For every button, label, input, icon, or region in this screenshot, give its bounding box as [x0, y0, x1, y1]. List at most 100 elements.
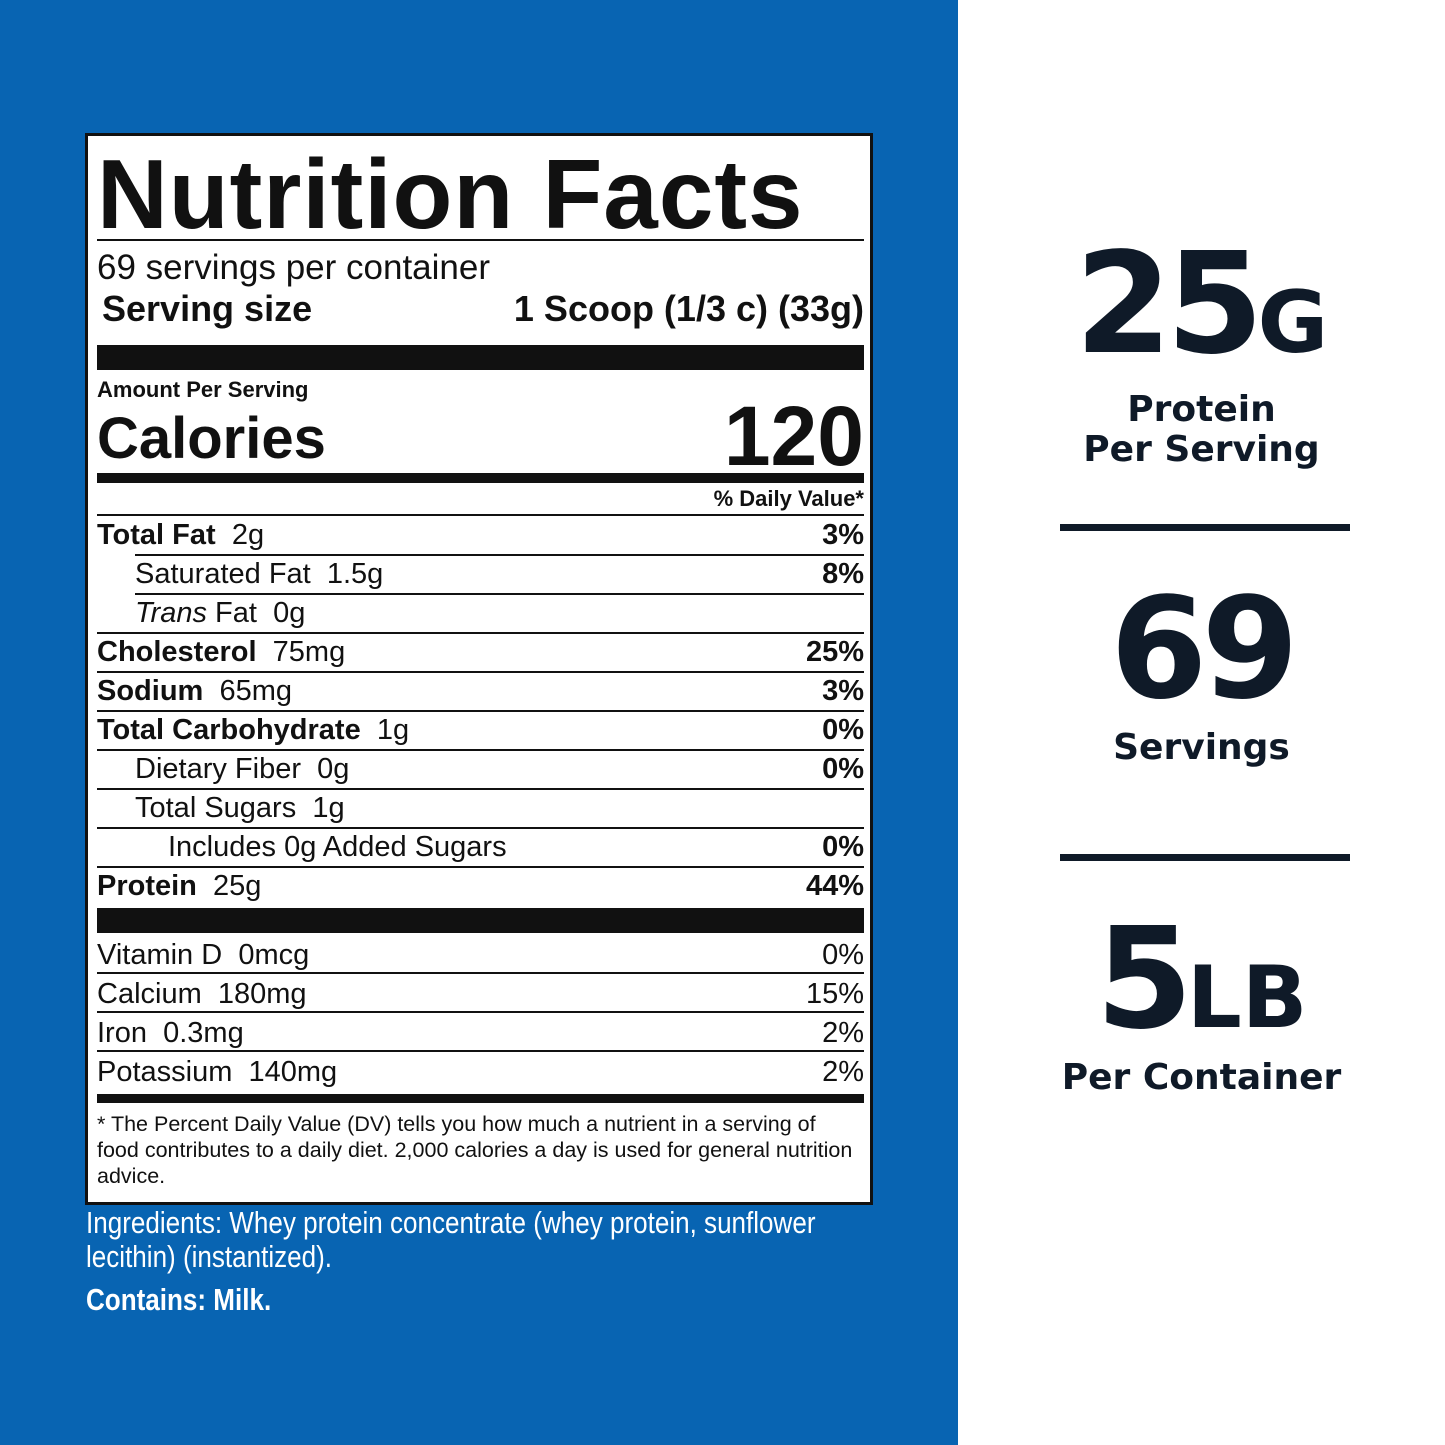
stat-number: 69	[1110, 568, 1299, 731]
nutrient-amount: 75mg	[272, 636, 346, 668]
stat-value: 25G	[958, 235, 1445, 375]
nutrient-row: Protein 25g	[97, 867, 261, 905]
rule	[135, 554, 864, 556]
stat-value: 69	[958, 580, 1445, 720]
vitamin-row: Potassium 140mg	[97, 1053, 337, 1091]
calories-value: 120	[723, 389, 864, 483]
rule	[97, 866, 864, 868]
space	[232, 1056, 248, 1088]
space	[147, 1017, 163, 1049]
nutrient-row: Total Fat 2g	[97, 516, 264, 554]
rule	[97, 972, 864, 974]
stat-number: 5	[1095, 898, 1193, 1061]
thick-bar	[97, 908, 864, 933]
stat-number: 25	[1074, 223, 1264, 386]
rule	[97, 710, 864, 712]
dv-header: % Daily Value*	[713, 486, 864, 511]
nutrient-name: Total Carbohydrate	[97, 714, 361, 746]
nutrient-dv: 0%	[822, 753, 864, 785]
space	[257, 597, 273, 629]
vitamin-amount: 0mcg	[238, 939, 310, 971]
nutrient-dv: 3%	[822, 519, 864, 551]
vitamin-name: Potassium	[97, 1056, 233, 1088]
nutrient-dv: 3%	[822, 675, 864, 707]
nutrient-name: Saturated Fat	[135, 558, 311, 590]
vitamin-name: Calcium	[97, 978, 202, 1010]
nutrient-row: Total Carbohydrate 1g	[97, 711, 409, 749]
stat-caption-line: Per Container	[1061, 1057, 1342, 1098]
nutrient-amount: 0g	[273, 597, 306, 629]
space	[361, 714, 377, 746]
space	[216, 519, 232, 551]
nutrient-name: Cholesterol	[97, 636, 257, 668]
servings: 69 servings per container	[97, 248, 490, 287]
nutrient-dv: 25%	[805, 636, 864, 668]
rule	[97, 514, 864, 516]
nutrient-dv: 44%	[805, 870, 864, 902]
vitamin-dv: 15%	[805, 978, 864, 1010]
vitamin-amount: 0.3mg	[163, 1017, 244, 1049]
rule	[97, 671, 864, 673]
nutrient-row: Includes 0g Added Sugars	[168, 828, 507, 866]
stat-caption-line: Per Serving	[1083, 429, 1320, 470]
space	[311, 558, 327, 590]
space	[257, 636, 273, 668]
space	[296, 792, 312, 824]
nutrient-dv: 0%	[822, 831, 864, 863]
stat-caption: Per Container	[958, 1058, 1445, 1098]
vitamin-dv: 2%	[822, 1017, 864, 1049]
vitamin-dv: 0%	[822, 939, 864, 971]
nutrient-name: Sodium	[97, 675, 204, 707]
rule	[97, 239, 864, 241]
space	[207, 597, 215, 629]
nutrient-amount: 1.5g	[326, 558, 384, 590]
vitamin-row: Calcium 180mg	[97, 975, 307, 1013]
nutrient-name: Total Sugars	[135, 792, 297, 824]
rule	[97, 788, 864, 790]
nutrient-amount: 25g	[213, 870, 262, 902]
nutrient-row: Total Sugars 1g	[135, 789, 345, 827]
nutrient-amount: 1g	[376, 714, 410, 746]
stat-unit: LB	[1187, 948, 1308, 1048]
space	[301, 753, 317, 785]
space	[202, 978, 218, 1010]
nutrition-label	[85, 133, 873, 1205]
rule	[97, 827, 864, 829]
nutrient-amount: 0g	[317, 753, 350, 785]
nutrient-name: Dietary Fiber	[135, 753, 301, 785]
vitamin-dv: 2%	[822, 1056, 864, 1088]
thick-bar	[97, 345, 864, 370]
vitamin-name: Vitamin D	[97, 939, 223, 971]
stat-value: 5LB	[958, 910, 1445, 1050]
nutrient-row: Saturated Fat 1.5g	[135, 555, 383, 593]
serving-size-label: Serving size	[102, 288, 313, 329]
separator	[1060, 524, 1350, 531]
nutrient-row: Dietary Fiber 0g	[135, 750, 349, 788]
nutrient-name: Total Fat	[97, 519, 216, 551]
vitamin-name: Iron	[97, 1017, 147, 1049]
vitamin-amount: 140mg	[248, 1056, 338, 1088]
space	[197, 870, 213, 902]
space	[203, 675, 219, 707]
serving-size-value: 1 Scoop (1/3 c) (33g)	[513, 288, 864, 329]
rule	[135, 593, 864, 595]
separator	[1060, 854, 1350, 861]
rule	[97, 749, 864, 751]
nutrient-dv: 0%	[822, 714, 864, 746]
stat-caption-line: Servings	[1113, 727, 1290, 768]
vitamin-row: Vitamin D 0mcg	[97, 936, 309, 974]
amount-per-serving: Amount Per Serving	[97, 377, 309, 402]
nutrient-row: Cholesterol 75mg	[97, 633, 345, 671]
nutrient-row: Trans Fat 0g	[135, 594, 305, 632]
vitamin-row: Iron 0.3mg	[97, 1014, 244, 1052]
medium-bar	[97, 1094, 864, 1103]
medium-bar	[97, 473, 864, 483]
rule	[97, 1050, 864, 1052]
ingredients: Ingredients: Whey protein concentrate (w…	[86, 1205, 816, 1274]
space	[222, 939, 238, 971]
footnote: * The Percent Daily Value (DV) tells you…	[97, 1112, 853, 1188]
stat-caption: Servings	[958, 728, 1445, 768]
nutrient-name: Protein	[97, 870, 197, 902]
nutrient-amount: 65mg	[219, 675, 293, 707]
rule	[97, 1011, 864, 1013]
